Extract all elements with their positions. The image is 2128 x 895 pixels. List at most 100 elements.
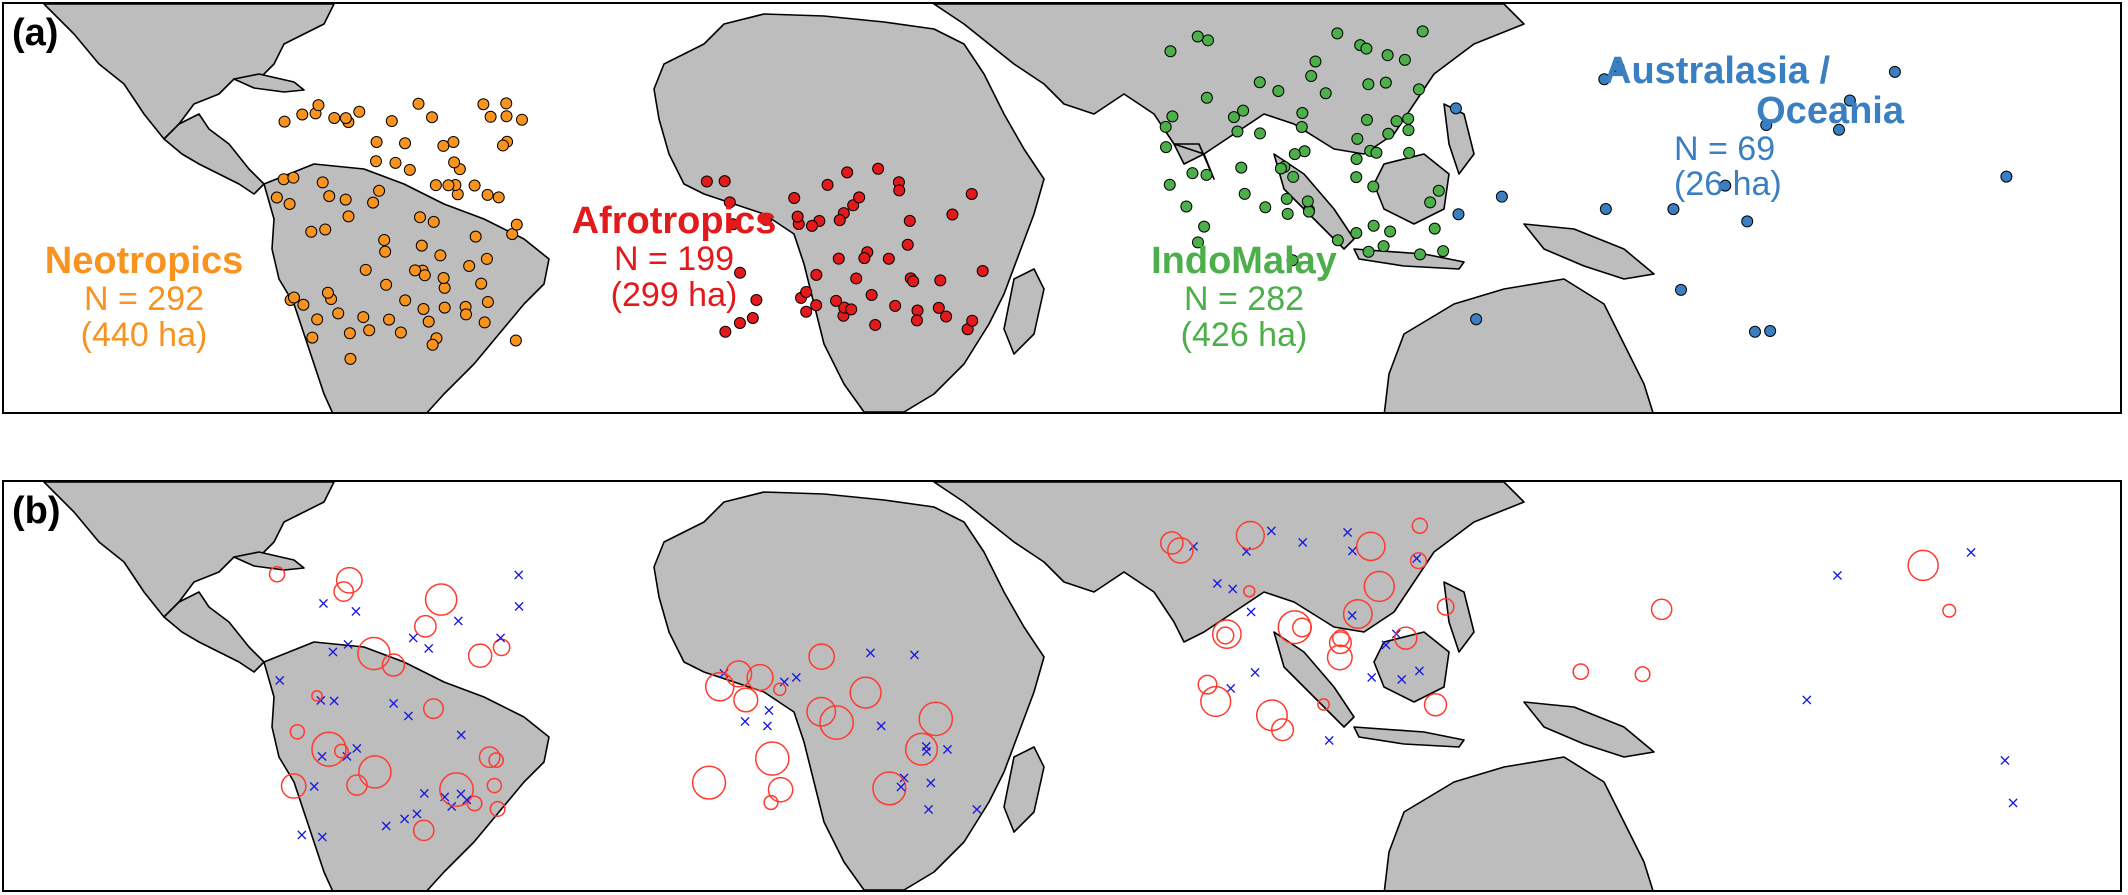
site-point-2: [1413, 248, 1426, 261]
abundance-circle: [772, 682, 787, 697]
region-count: N = 292: [83, 279, 205, 318]
site-point-1: [733, 317, 746, 330]
absence-cross: ×: [1187, 536, 1200, 555]
site-point-2: [1412, 83, 1425, 96]
abundance-circle: [1211, 619, 1242, 650]
abundance-circle: [335, 566, 363, 594]
absence-cross: ×: [512, 596, 525, 615]
abundance-circle: [488, 752, 505, 769]
site-point-2: [1274, 162, 1287, 175]
site-point-0: [506, 228, 519, 241]
site-point-2: [1437, 245, 1450, 258]
site-point-1: [805, 219, 818, 232]
site-point-3: [1495, 190, 1508, 203]
landmass-south-america: [263, 163, 550, 412]
absence-cross: ×: [402, 706, 415, 725]
absence-cross: ×: [1379, 635, 1392, 654]
site-point-1: [911, 304, 924, 317]
site-point-2: [1180, 200, 1193, 213]
site-point-1: [727, 218, 740, 231]
landmass-south-america: [263, 641, 550, 890]
site-point-0: [323, 190, 336, 203]
abundance-circle: [334, 743, 349, 759]
abundance-circle: [1200, 685, 1232, 718]
site-point-0: [278, 115, 291, 128]
abundance-circle: [1394, 626, 1418, 650]
site-point-0: [434, 249, 447, 262]
site-point-2: [1350, 171, 1363, 184]
region-area: (26 ha): [1674, 165, 1782, 204]
site-point-1: [788, 192, 801, 205]
site-point-0: [496, 139, 509, 152]
site-markers-b: ×××××××××××××××××××××××××××× ××××××××××××…: [268, 517, 2020, 846]
abundance-circle: [767, 776, 794, 803]
site-point-3: [1449, 102, 1462, 115]
site-point-0: [481, 188, 494, 201]
landmass-north-america: [43, 4, 335, 140]
abundance-circle: [280, 773, 307, 799]
absence-cross: ×: [1240, 542, 1253, 561]
absence-cross: ×: [418, 784, 431, 803]
absence-cross: ×: [922, 800, 935, 819]
site-point-3: [1748, 325, 1761, 338]
abundance-circle: [422, 698, 444, 720]
site-point-0: [438, 301, 451, 314]
site-point-2: [1159, 120, 1172, 133]
absence-cross: ×: [350, 739, 363, 758]
landmass-central-america: [163, 113, 265, 195]
site-point-2: [1398, 53, 1411, 66]
abundance-circle: [819, 705, 854, 741]
abundance-circle: [357, 636, 391, 671]
site-point-0: [475, 277, 488, 290]
site-point-1: [847, 199, 860, 212]
site-point-2: [1402, 124, 1415, 137]
absence-cross: ×: [1346, 605, 1359, 624]
site-point-0: [332, 307, 345, 320]
site-point-2: [1191, 30, 1204, 43]
absence-cross: ×: [941, 739, 954, 758]
site-point-2: [1286, 254, 1299, 267]
abundance-circle: [1277, 610, 1312, 645]
site-point-2: [1390, 115, 1403, 128]
site-point-1: [759, 213, 772, 226]
abundance-circle: [466, 795, 483, 812]
site-point-2: [1198, 220, 1211, 233]
site-point-1: [832, 252, 845, 265]
site-point-2: [1384, 225, 1397, 238]
site-point-0: [353, 105, 366, 118]
site-point-2: [1295, 121, 1308, 134]
site-point-0: [480, 252, 493, 265]
site-point-1: [965, 187, 978, 200]
site-point-2: [1164, 45, 1177, 58]
landmass-central-america: [163, 591, 265, 673]
site-point-0: [370, 155, 383, 168]
site-point-0: [394, 326, 407, 339]
site-point-2: [1428, 222, 1441, 235]
site-points-a: [270, 25, 2013, 365]
region-area: (299 ha): [610, 275, 738, 314]
site-point-3: [1888, 65, 1901, 78]
site-point-0: [316, 176, 329, 189]
abundance-circle: [1634, 666, 1651, 683]
site-point-1: [841, 166, 854, 179]
absence-cross: ×: [454, 725, 467, 744]
abundance-circle: [358, 755, 392, 789]
site-point-0: [296, 108, 309, 121]
abundance-circle: [467, 643, 493, 669]
region-area: (440 ha): [80, 315, 208, 354]
site-point-3: [1667, 203, 1680, 216]
site-point-1: [718, 175, 731, 188]
site-point-2: [1235, 161, 1248, 174]
site-point-1: [734, 266, 747, 279]
absence-cross: ×: [317, 593, 330, 612]
landmass-new-guinea: [1523, 223, 1655, 280]
site-point-2: [1305, 70, 1318, 83]
landmass-caribbean: [233, 551, 305, 571]
site-point-0: [403, 163, 416, 176]
absence-cross: ×: [327, 691, 340, 710]
region-label-australasia: Australasia / Oceania N = 69 (26 ha): [1604, 51, 1904, 204]
site-point-1: [746, 311, 759, 324]
region-name: Afrotropics: [571, 200, 777, 242]
abundance-circle: [1423, 693, 1448, 717]
abundance-circle: [1270, 718, 1295, 742]
